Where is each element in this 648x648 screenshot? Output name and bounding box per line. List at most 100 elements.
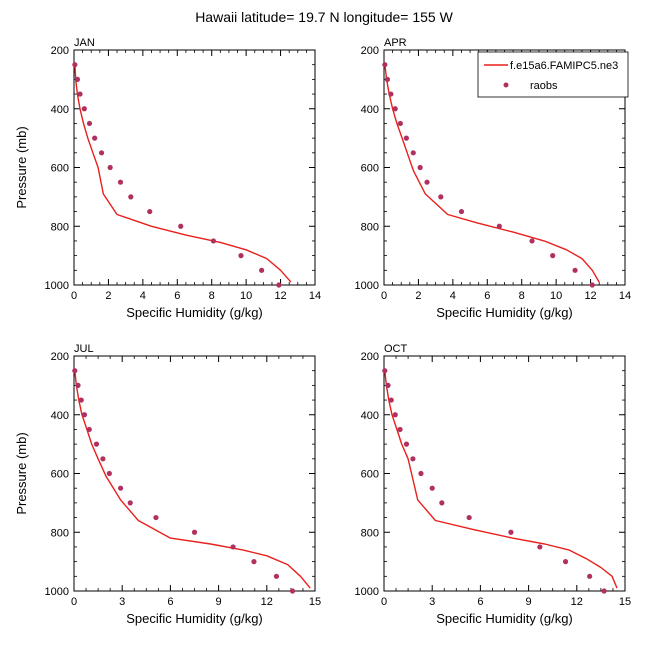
x-tick-label: 15 (619, 596, 631, 608)
legend-box (477, 51, 629, 98)
obs-point (93, 441, 100, 447)
obs-point (550, 253, 556, 259)
obs-point (417, 164, 423, 171)
x-tick-label: 10 (240, 290, 252, 302)
obs-point (153, 514, 159, 521)
obs-point (117, 179, 124, 185)
x-tick-label: 12 (261, 596, 273, 608)
y-tick-label: 1000 (45, 586, 69, 598)
x-axis-label: Specific Humidity (g/kg) (436, 305, 573, 320)
obs-point (78, 397, 84, 403)
y-tick-label: 200 (361, 351, 379, 363)
obs-point (191, 529, 198, 535)
obs-point (410, 456, 416, 462)
x-tick-label: 6 (167, 596, 173, 608)
obs-point (403, 135, 409, 141)
obs-point (117, 485, 124, 491)
y-tick-label: 800 (51, 221, 69, 233)
y-tick-label: 800 (361, 221, 379, 233)
obs-point (72, 368, 78, 374)
y-tick-label: 400 (51, 410, 69, 422)
x-axis-label: Specific Humidity (g/kg) (436, 611, 573, 626)
legend: f.e15a6.FAMIPC5.ne3 raobs (477, 51, 629, 98)
obs-point (438, 194, 444, 200)
legend-model-label: f.e15a6.FAMIPC5.ne3 (510, 60, 618, 72)
obs-point (107, 164, 113, 171)
x-tick-label: 4 (140, 290, 146, 302)
obs-point (397, 426, 403, 433)
model-series-line (384, 370, 618, 589)
obs-point (128, 194, 134, 200)
model-series-line (74, 370, 311, 589)
x-tick-label: 9 (216, 596, 222, 608)
x-axis-label: Specific Humidity (g/kg) (126, 305, 263, 320)
obs-point (86, 120, 93, 127)
y-tick-label: 1000 (45, 280, 69, 292)
model-series-line (384, 64, 600, 283)
x-tick-label: 8 (519, 290, 525, 302)
x-tick-label: 10 (550, 290, 562, 302)
obs-point (429, 485, 435, 491)
x-tick-label: 0 (71, 290, 77, 302)
obs-point (403, 441, 410, 447)
obs-point (382, 62, 388, 68)
obs-point (100, 456, 106, 462)
obs-point (424, 179, 430, 185)
y-tick-label: 800 (51, 527, 69, 539)
obs-point (127, 500, 133, 506)
legend-obs-label: raobs (530, 80, 558, 92)
obs-point (418, 470, 424, 477)
x-tick-label: 12 (274, 290, 286, 302)
y-tick-label: 1000 (355, 586, 379, 598)
obs-point (147, 208, 153, 215)
obs-point (508, 529, 514, 535)
panel-label: APR (384, 37, 407, 49)
x-axis-label: Specific Humidity (g/kg) (126, 611, 263, 626)
obs-point (384, 76, 391, 82)
obs-point (92, 135, 98, 141)
obs-point (382, 368, 388, 374)
obs-point (86, 426, 92, 433)
panel-label: OCT (384, 343, 408, 355)
y-tick-label: 200 (51, 45, 69, 57)
obs-point (385, 382, 391, 388)
obs-point (77, 91, 83, 97)
x-tick-label: 0 (381, 596, 387, 608)
obs-point (601, 588, 607, 594)
x-tick-label: 12 (571, 596, 583, 608)
obs-point (106, 470, 112, 477)
x-tick-label: 6 (477, 596, 483, 608)
legend-obs-marker (503, 82, 509, 88)
x-tick-label: 3 (119, 596, 125, 608)
y-tick-label: 800 (361, 527, 379, 539)
y-tick-label: 400 (51, 104, 69, 116)
obs-point (75, 382, 81, 388)
y-tick-label: 1000 (355, 280, 379, 292)
obs-point (178, 223, 184, 229)
obs-point (72, 62, 78, 68)
figure-title: Hawaii latitude= 19.7 N longitude= 155 W (195, 9, 453, 25)
panel-label: JUL (74, 343, 94, 355)
obs-point (98, 150, 105, 156)
panel-oct: OCT 0 3 6 9 12 15 200 400 600 800 1000 Specific Humi… (355, 343, 632, 626)
y-tick-label: 400 (361, 104, 379, 116)
y-tick-label: 400 (361, 410, 379, 422)
obs-point (251, 559, 257, 565)
x-tick-label: 6 (174, 290, 180, 302)
y-tick-label: 200 (361, 45, 379, 57)
y-axis-label: Pressure (mb) (14, 126, 29, 208)
obs-point (238, 253, 244, 259)
x-tick-label: 6 (484, 290, 490, 302)
y-axis-label: Pressure (mb) (14, 432, 29, 514)
obs-point (81, 412, 88, 418)
x-tick-label: 12 (584, 290, 596, 302)
x-tick-label: 0 (381, 290, 387, 302)
obs-point (562, 559, 569, 565)
model-series-line (74, 64, 292, 283)
obs-point (392, 106, 398, 112)
x-tick-label: 2 (415, 290, 421, 302)
obs-point (572, 267, 578, 273)
obs-point (397, 120, 403, 127)
